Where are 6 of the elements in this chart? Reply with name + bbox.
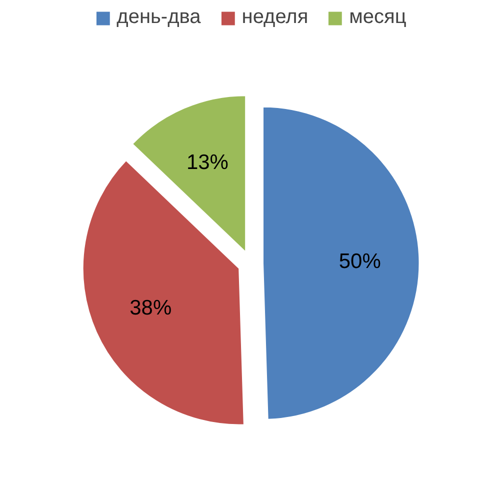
legend-label: месяц: [349, 6, 406, 29]
data-label: 50%: [338, 250, 381, 274]
data-label: 13%: [186, 151, 228, 174]
legend-label: неделя: [242, 6, 308, 29]
data-label: 38%: [130, 296, 172, 320]
legend-label: день-два: [116, 6, 201, 29]
